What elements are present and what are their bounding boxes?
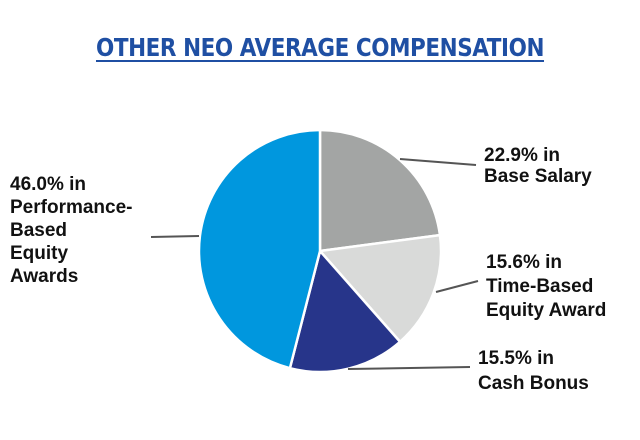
chart-title: OTHER NEO AVERAGE COMPENSATION (95, 33, 545, 62)
slice-label: 46.0% in Performance-Based Equity Awards (10, 174, 133, 287)
slice-label: 15.6% in Time-Based Equity Award (486, 252, 606, 321)
slice-label-line: 22.9% in (484, 145, 560, 166)
slice-label-line: Cash Bonus (478, 373, 589, 394)
leader-lines (150, 158, 479, 370)
slice-label-line: 15.6% in (486, 252, 562, 273)
leader-line (399, 158, 477, 166)
slice-label-line: Performance- (10, 197, 133, 218)
pie-slice (197, 128, 322, 370)
slice-label: 22.9% in Base Salary (484, 145, 592, 187)
leader-line (347, 366, 471, 370)
pie-slice (318, 128, 442, 253)
slice-label-line: Awards (10, 266, 78, 287)
slice-label-line: 46.0% in (10, 174, 86, 195)
leader-line (435, 280, 479, 293)
slice-label: 15.5% in Cash Bonus (478, 348, 589, 394)
pie-slices (197, 128, 443, 374)
slice-label-line: Base Salary (484, 166, 592, 187)
slice-label-line: Equity Award (486, 300, 606, 321)
slice-label-line: Equity (10, 243, 68, 264)
slice-label-line: Time-Based (486, 276, 593, 297)
slice-label-line: 15.5% in (478, 348, 554, 369)
slice-label-line: Based (10, 220, 67, 241)
leader-line (150, 235, 200, 238)
slice-labels: 22.9% in Base Salary 15.6% in Time-Based Equ… (10, 145, 606, 394)
pie-slice (318, 233, 443, 344)
